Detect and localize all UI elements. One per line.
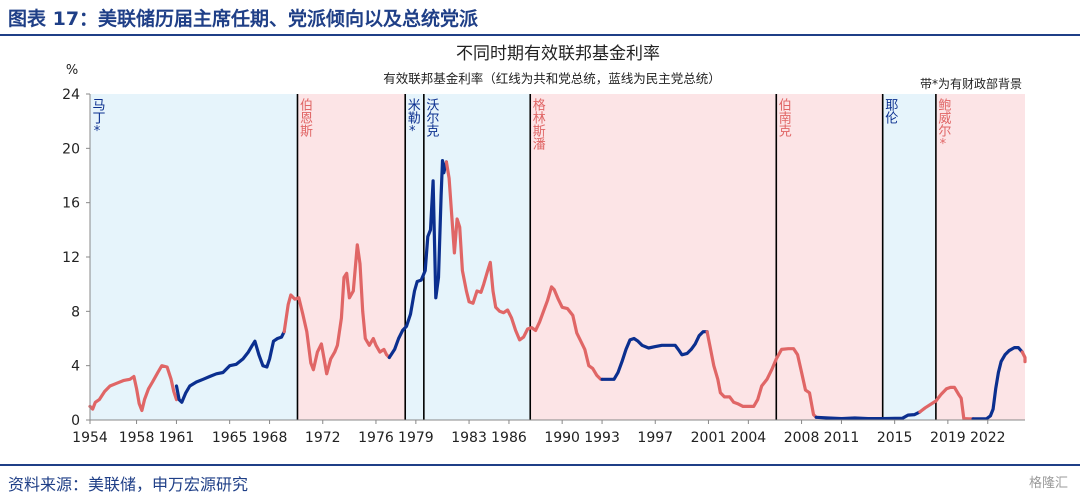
x-tick-label-2015: 2015 (877, 430, 913, 446)
rate-chart: 不同时期有效联邦基金利率 有效联邦基金利率（红线为共和党总统，蓝线为民主党总统）… (62, 44, 1027, 446)
x-tick-label-1983: 1983 (451, 430, 487, 446)
series-line-9 (971, 346, 1024, 421)
series-line-1 (174, 330, 286, 404)
x-tick-label-1958: 1958 (119, 430, 155, 446)
series-line-7 (814, 410, 922, 421)
series-line-0 (88, 364, 179, 413)
chair-label-2: 米勒* (405, 98, 421, 139)
chair-band-0 (90, 94, 298, 420)
y-tick-label-0: 0 (71, 413, 80, 429)
x-tick-label-1997: 1997 (637, 430, 673, 446)
chair-label-6: 耶伦 (882, 98, 898, 125)
series-lines (88, 159, 1027, 421)
series-line-2 (282, 243, 391, 376)
chair-label-7: 鲍威尔* (935, 98, 951, 152)
y-axis-unit: % (66, 63, 78, 78)
x-tick-label-1961: 1961 (159, 430, 195, 446)
chair-band-6 (882, 94, 936, 420)
chair-band-7 (935, 94, 1025, 420)
x-tick-label-2008: 2008 (784, 430, 820, 446)
chair-band-3 (423, 94, 531, 420)
series-line-10 (1020, 350, 1027, 364)
series-line-3 (387, 159, 448, 360)
chair-band-2 (405, 94, 424, 420)
chart-note: 带*为有财政部背景 (920, 76, 1022, 91)
chair-band-4 (530, 94, 777, 420)
x-tick-label-1968: 1968 (252, 430, 288, 446)
chair-label-3: 沃尔克 (423, 98, 439, 138)
x-tick-label-1954: 1954 (72, 430, 108, 446)
y-tick-label-16: 16 (62, 196, 80, 212)
x-tick-label-2011: 2011 (824, 430, 860, 446)
x-tick-label-1965: 1965 (212, 430, 248, 446)
footer-rule (0, 464, 1080, 466)
x-tick-label-1990: 1990 (544, 430, 580, 446)
y-tick-label-4: 4 (71, 359, 80, 375)
series-line-5 (600, 330, 709, 381)
figure-title: 图表 17：美联储历届主席任期、党派倾向以及总统党派 (8, 8, 479, 30)
x-tick-label-1972: 1972 (305, 430, 341, 446)
series-line-6 (705, 330, 818, 419)
source-note: 资料来源：美联储，申万宏源研究 (8, 475, 249, 494)
series-line-4 (444, 160, 604, 381)
y-tick-label-24: 24 (62, 87, 80, 103)
x-tick-label-1993: 1993 (584, 430, 620, 446)
x-tick-label-2004: 2004 (731, 430, 767, 446)
y-tick-label-8: 8 (71, 304, 80, 320)
chair-label-1: 伯恩斯 (297, 98, 313, 138)
watermark: 格隆汇 (1028, 476, 1068, 491)
chart-title: 不同时期有效联邦基金利率 (456, 44, 660, 64)
x-tick-label-2022: 2022 (970, 430, 1006, 446)
x-tick-label-1986: 1986 (491, 430, 527, 446)
chair-bands (90, 94, 1025, 420)
x-tick-label-2001: 2001 (691, 430, 727, 446)
chair-band-5 (776, 94, 883, 420)
chair-label-5: 伯南克 (776, 98, 792, 138)
chart-subtitle: 有效联邦基金利率（红线为共和党总统，蓝线为民主党总统） (383, 71, 721, 86)
x-tick-label-1976: 1976 (358, 430, 394, 446)
y-tick-label-12: 12 (62, 250, 80, 266)
y-tick-label-20: 20 (62, 141, 80, 157)
chair-label-4: 格林斯潘 (530, 97, 546, 151)
series-line-8 (918, 385, 975, 421)
x-tick-label-1979: 1979 (398, 430, 434, 446)
chair-labels: 马丁* 伯恩斯 米勒* 沃尔克 格林斯潘 伯南克 耶伦 鲍威尔* (90, 97, 951, 152)
title-rule (0, 34, 1080, 36)
chair-label-0: 马丁* (90, 98, 106, 139)
x-tick-label-2019: 2019 (930, 430, 966, 446)
